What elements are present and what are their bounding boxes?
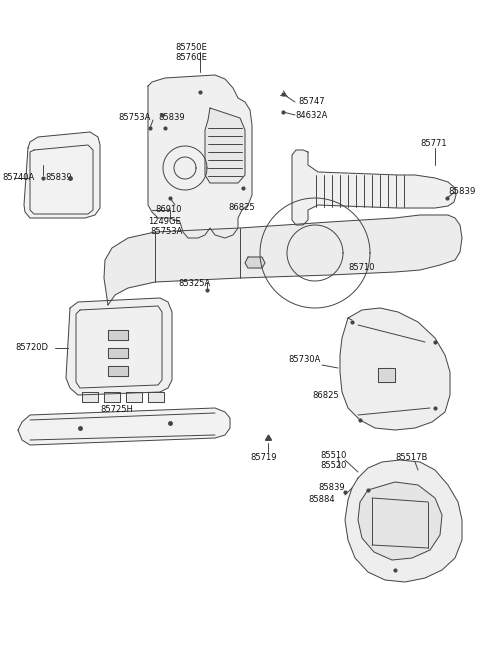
Polygon shape (108, 330, 128, 340)
Text: 85760E: 85760E (175, 54, 207, 62)
Polygon shape (82, 392, 98, 402)
Text: 85725H: 85725H (100, 405, 133, 415)
Polygon shape (104, 215, 462, 305)
Text: 85747: 85747 (298, 96, 324, 105)
Text: 85720D: 85720D (15, 343, 48, 352)
Text: 85771: 85771 (420, 138, 446, 147)
Text: 85325A: 85325A (178, 278, 210, 288)
Text: 85839: 85839 (158, 113, 185, 122)
Text: 85517B: 85517B (395, 453, 427, 462)
Polygon shape (30, 145, 93, 214)
Text: 85839: 85839 (318, 483, 345, 493)
Text: 85750E: 85750E (175, 43, 207, 52)
Polygon shape (76, 306, 162, 388)
Polygon shape (358, 482, 442, 560)
Text: 85710: 85710 (348, 263, 374, 272)
Text: 85719: 85719 (250, 453, 276, 462)
Text: 86825: 86825 (228, 204, 254, 212)
Text: 84632A: 84632A (295, 111, 327, 119)
Polygon shape (378, 368, 395, 382)
Text: 1249GE: 1249GE (148, 217, 181, 227)
Text: 85884: 85884 (308, 495, 335, 504)
Polygon shape (345, 460, 462, 582)
Polygon shape (104, 392, 120, 402)
Text: 85730A: 85730A (288, 356, 320, 364)
Polygon shape (18, 408, 230, 445)
Polygon shape (292, 150, 456, 225)
Polygon shape (205, 108, 245, 183)
Polygon shape (108, 366, 128, 376)
Text: 85753A: 85753A (150, 227, 182, 236)
Polygon shape (245, 257, 265, 268)
Polygon shape (108, 348, 128, 358)
Text: 85839: 85839 (448, 187, 475, 196)
Polygon shape (148, 75, 252, 238)
Polygon shape (24, 132, 100, 218)
Text: 85740A: 85740A (2, 174, 34, 183)
Text: 86910: 86910 (155, 206, 181, 214)
Text: 85839: 85839 (45, 174, 72, 183)
Polygon shape (66, 298, 172, 395)
Text: 85520: 85520 (320, 462, 347, 470)
Polygon shape (148, 392, 164, 402)
Text: 86825: 86825 (312, 390, 338, 400)
Polygon shape (126, 392, 142, 402)
Text: 85510: 85510 (320, 451, 347, 460)
Polygon shape (340, 308, 450, 430)
Text: 85753A: 85753A (118, 113, 150, 122)
